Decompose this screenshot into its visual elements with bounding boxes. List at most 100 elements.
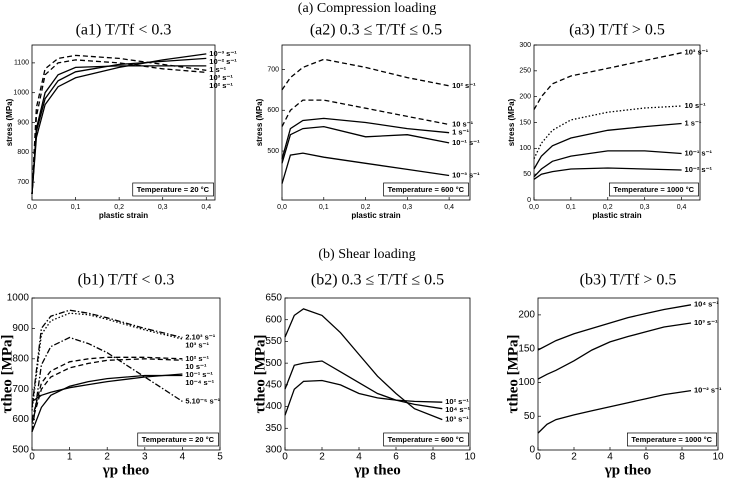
panel: (a3) T/Tf > 0.5 0,0 0,1 0,2 0,3 0,4 0 50 100 150 2… xyxy=(507,22,712,220)
x-tick-label: 0,3 xyxy=(402,204,412,211)
series-label: 1 s⁻¹ xyxy=(452,128,469,137)
series-label: 10 s⁻¹ xyxy=(685,101,707,110)
data-line xyxy=(31,65,207,195)
y-tick-label: 350 xyxy=(265,423,282,434)
data-line xyxy=(284,308,443,421)
y-tick-label: 0 xyxy=(529,445,535,456)
x-tick-label: 1 xyxy=(67,452,73,463)
series-label: 10⁻³ s⁻¹ xyxy=(209,49,237,58)
x-tick-label: 0,4 xyxy=(677,204,687,211)
y-tick-label: 100 xyxy=(518,377,535,388)
y-tick-label: 150 xyxy=(518,343,535,354)
y-axis-label: τtheo [MPa] xyxy=(0,335,15,414)
data-line xyxy=(281,58,450,91)
y-tick-label: 900 xyxy=(12,323,29,334)
y-tick-label: 500 xyxy=(265,358,282,369)
data-line xyxy=(533,150,682,178)
series-label: 10⁻¹ s⁻¹ xyxy=(185,370,213,379)
annotation-box xyxy=(627,432,717,447)
y-tick-label: 50 xyxy=(524,411,536,422)
series-label: 10² s⁻¹ xyxy=(185,354,209,363)
x-tick-label: 6 xyxy=(643,452,649,463)
x-axis-label: γp theo xyxy=(102,462,150,478)
series-label: 10⁻³ s⁻¹ xyxy=(452,171,480,180)
annotation-box xyxy=(609,182,699,197)
data-line xyxy=(284,360,443,410)
x-tick-label: 2 xyxy=(104,452,110,463)
data-line xyxy=(533,52,682,110)
y-axis-label: stress (MPa) xyxy=(255,98,264,146)
series-label: 10 s⁻¹ xyxy=(185,362,207,371)
panel: (a2) 0.3 ≤ T/Tf ≤ 0.5 0,0 0,1 0,2 0,3 0,4 500 6… xyxy=(255,22,480,220)
y-tick-label: 1000 xyxy=(7,293,30,304)
y-axis-label: τtheo [MPa] xyxy=(252,335,268,414)
series-label: 10² s⁻¹ xyxy=(445,397,469,406)
x-tick-label: 3 xyxy=(142,452,148,463)
data-line xyxy=(537,389,692,434)
x-tick-label: 6 xyxy=(393,452,399,463)
y-tick-label: 700 xyxy=(12,384,29,395)
plot-frame xyxy=(281,44,471,201)
x-axis-label: plastic strain xyxy=(99,211,148,220)
series-label: 10³ s⁻¹ xyxy=(185,341,209,350)
plot-frame xyxy=(533,44,701,201)
x-tick-label: 8 xyxy=(430,452,436,463)
x-tick-label: 0,4 xyxy=(201,204,211,211)
section-title: (b) Shear loading xyxy=(318,247,415,262)
x-tick-label: 10 xyxy=(712,452,724,463)
y-tick-label: 0 xyxy=(527,197,531,204)
data-line xyxy=(31,373,183,402)
series-label: 10⁴ s⁻¹ xyxy=(445,405,470,414)
series-label: 10³ s⁻¹ xyxy=(209,73,233,82)
data-line xyxy=(31,374,183,433)
data-line xyxy=(281,99,450,127)
panel-title: (a3) T/Tf > 0.5 xyxy=(569,22,665,39)
x-axis-label: γp theo xyxy=(353,462,401,478)
annotation: Temperature = 600 °C xyxy=(388,435,465,444)
annotation-box xyxy=(383,182,469,197)
y-tick-label: 400 xyxy=(265,401,282,412)
y-tick-label: 500 xyxy=(12,445,29,456)
annotation: Temperature = 20 °C xyxy=(137,185,210,194)
series-label: 5.10⁻⁵ s⁻¹ xyxy=(185,396,220,405)
panel: (b2) 0.3 ≤ T/Tf ≤ 0.5 0 2 4 6 8 10 300 350 400 450… xyxy=(252,272,476,478)
section-title: (a) Compression loading xyxy=(298,1,436,16)
x-tick-label: 0,2 xyxy=(361,204,371,211)
x-axis-label: plastic strain xyxy=(592,211,641,220)
y-tick-label: 300 xyxy=(265,445,282,456)
y-tick-label: 200 xyxy=(518,310,535,321)
panel-title: (b1) T/Tf < 0.3 xyxy=(78,272,175,289)
data-line xyxy=(31,312,183,411)
data-line xyxy=(31,336,183,432)
data-line xyxy=(533,105,682,159)
y-tick-label: 200 xyxy=(519,94,531,101)
y-tick-label: 700 xyxy=(17,179,29,186)
series-label: 1 s⁻¹ xyxy=(685,119,702,128)
annotation: Temperature = 600 °C xyxy=(388,185,465,194)
x-axis-label: γp theo xyxy=(604,462,652,478)
annotation-box xyxy=(137,432,219,447)
series-label: 1 s⁻¹ xyxy=(209,65,226,74)
series-label: 10⁻² s⁻¹ xyxy=(685,165,713,174)
x-tick-label: 0,3 xyxy=(640,204,650,211)
y-axis-label: stress (MPa) xyxy=(507,98,516,146)
x-tick-label: 10 xyxy=(464,452,476,463)
x-tick-label: 0,3 xyxy=(158,204,168,211)
data-line xyxy=(31,309,183,408)
data-line xyxy=(31,54,207,195)
y-tick-label: 300 xyxy=(519,42,531,49)
y-tick-label: 150 xyxy=(519,119,531,126)
data-line xyxy=(281,125,450,164)
series-label: 10⁻⁴ s⁻¹ xyxy=(185,378,214,387)
y-tick-label: 900 xyxy=(17,119,29,126)
x-tick-label: 0,1 xyxy=(319,204,329,211)
data-line xyxy=(281,117,450,160)
series-label: 10³ s⁻¹ xyxy=(694,318,718,327)
data-line xyxy=(31,356,183,420)
y-axis-label: stress (MPa) xyxy=(5,98,14,146)
series-label: 10 s⁻¹ xyxy=(452,120,474,129)
data-line xyxy=(31,57,207,195)
series-label: 10⁻² s⁻¹ xyxy=(209,57,237,66)
plot-frame xyxy=(31,297,221,451)
